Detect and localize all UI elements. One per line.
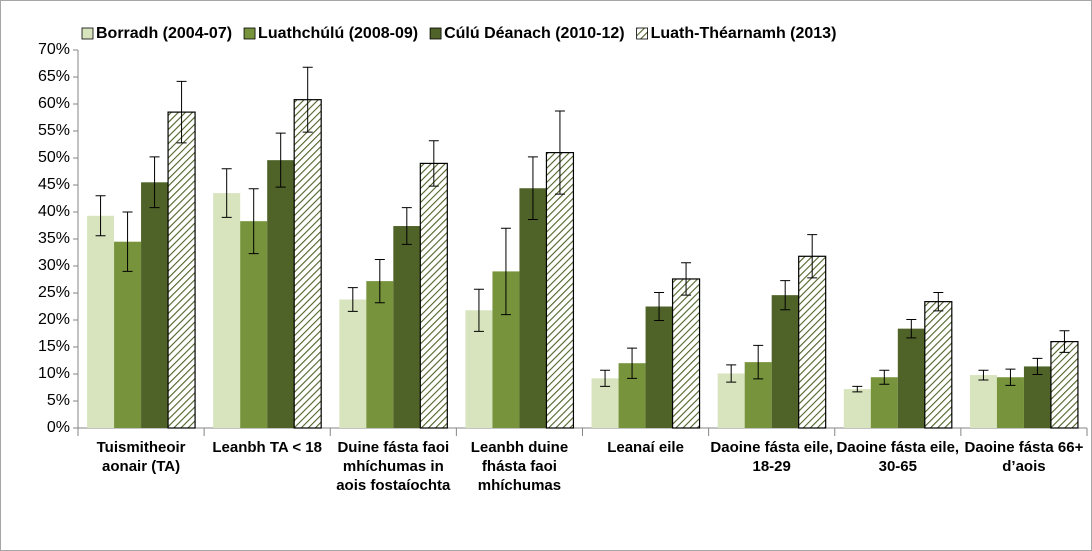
- legend-marker: [243, 27, 256, 40]
- y-tick-label: 30%: [38, 257, 70, 274]
- bar: [897, 328, 925, 428]
- error-bar: [527, 156, 538, 221]
- legend-label: Luath-Théarnamh (2013): [651, 25, 837, 42]
- error-bar: [879, 369, 890, 385]
- bar: [339, 299, 367, 428]
- error-bar: [600, 369, 611, 387]
- x-tick-label: Daoine fásta eile, 18-29: [710, 439, 833, 475]
- y-tick-label: 50%: [38, 149, 70, 166]
- bar: [870, 377, 898, 428]
- x-tick-label: Tuismitheoir aonair (TA): [96, 439, 186, 475]
- error-bar: [500, 227, 511, 316]
- bar: [167, 111, 196, 429]
- bar: [645, 306, 673, 428]
- bar: [87, 215, 115, 428]
- x-tick-label: Leanbh TA < 18: [212, 439, 322, 456]
- error-bar: [978, 369, 989, 381]
- y-tick-label: 40%: [38, 203, 70, 220]
- bar: [519, 188, 547, 428]
- bar: [213, 193, 241, 428]
- y-tick-label: 35%: [38, 230, 70, 247]
- legend-label: Luathchúlú (2008-09): [258, 25, 418, 42]
- y-tick-label: 60%: [38, 95, 70, 112]
- error-bar: [275, 132, 286, 188]
- bar: [366, 281, 394, 428]
- y-tick-label: 0%: [47, 419, 70, 436]
- bar: [114, 241, 142, 428]
- bar: [393, 226, 421, 428]
- bar: [843, 389, 871, 428]
- error-bar: [554, 110, 565, 195]
- y-tick-label: 70%: [38, 41, 70, 58]
- error-bar: [428, 140, 439, 187]
- bar: [293, 99, 322, 429]
- legend-marker: [81, 27, 94, 40]
- error-bar: [374, 259, 385, 304]
- x-tick-label: Leanaí eile: [607, 439, 684, 456]
- error-bar: [95, 195, 106, 237]
- error-bar: [807, 234, 818, 279]
- legend-marker: [429, 27, 442, 40]
- legend-label: Cúlú Déanach (2010-12): [444, 25, 625, 42]
- y-tick-label: 5%: [47, 392, 70, 409]
- error-bar: [1032, 357, 1043, 376]
- bar: [771, 295, 799, 428]
- error-bar: [347, 287, 358, 312]
- bar: [924, 301, 953, 429]
- error-bar: [149, 156, 160, 209]
- x-tick-label: Daoine fásta 66+ d’aois: [964, 439, 1084, 475]
- error-bar: [302, 66, 313, 133]
- error-bar: [654, 291, 665, 322]
- error-bar: [1059, 330, 1070, 353]
- y-tick-label: 20%: [38, 311, 70, 328]
- x-tick-label: Leanbh duine fhásta faoi mhíchumas: [470, 439, 569, 494]
- error-bar: [726, 364, 737, 383]
- error-bar: [906, 318, 917, 339]
- bar: [671, 278, 701, 429]
- legend-marker: [636, 27, 648, 40]
- x-tick-label: Daoine fásta eile, 30-65: [836, 439, 960, 475]
- error-bar: [473, 288, 484, 332]
- bar: [1023, 366, 1051, 428]
- bar: [141, 182, 169, 428]
- y-tick-label: 45%: [38, 176, 70, 193]
- bar: [545, 152, 575, 429]
- x-tick-label: Duine fásta faoi mhíchumas in aois fosta…: [336, 439, 451, 494]
- error-bar: [401, 207, 412, 245]
- y-tick-label: 55%: [38, 122, 70, 139]
- y-tick-label: 10%: [38, 365, 70, 382]
- bar: [798, 255, 827, 429]
- error-bar: [681, 262, 692, 296]
- bar: [267, 160, 295, 428]
- error-bar: [176, 80, 187, 144]
- error-bar: [627, 347, 638, 379]
- y-tick-label: 65%: [38, 68, 70, 85]
- error-bar: [1005, 368, 1016, 386]
- error-bar: [780, 280, 791, 311]
- bar: [1050, 341, 1079, 429]
- error-bar: [122, 211, 133, 272]
- error-bar: [221, 168, 232, 218]
- y-tick-label: 25%: [38, 284, 70, 301]
- y-tick-label: 15%: [38, 338, 70, 355]
- error-bar: [753, 344, 764, 380]
- bar: [969, 375, 997, 428]
- error-bar: [852, 385, 863, 393]
- bar: [240, 221, 268, 428]
- error-bar: [933, 291, 944, 312]
- legend-label: Borradh (2004-07): [96, 25, 232, 42]
- error-bar: [248, 188, 259, 255]
- bar: [419, 162, 448, 429]
